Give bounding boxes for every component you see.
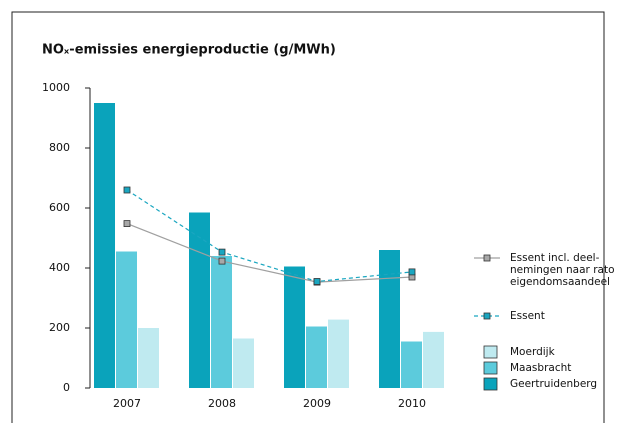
- y-tick-label: 0: [63, 381, 70, 394]
- bar: [423, 331, 444, 388]
- x-tick-label: 2007: [113, 397, 141, 410]
- legend-label: Maasbracht: [510, 362, 572, 374]
- bar: [284, 266, 305, 388]
- frame: [11, 11, 605, 423]
- line: [126, 189, 413, 283]
- marker: [408, 268, 416, 276]
- marker: [218, 257, 226, 265]
- bar: [138, 328, 159, 388]
- legend-marker: [483, 312, 491, 320]
- legend-label: Essent incl. deel- nemingen naar rato ei…: [510, 252, 615, 288]
- bar: [116, 251, 137, 388]
- marker: [313, 278, 321, 285]
- bar: [379, 250, 400, 388]
- y-tick-label: 1000: [42, 81, 70, 94]
- legend-swatch: [483, 345, 498, 359]
- bar: [328, 319, 349, 388]
- x-tick-label: 2009: [303, 397, 331, 410]
- bar: [401, 341, 422, 388]
- y-tick-label: 400: [49, 261, 70, 274]
- bar: [189, 212, 210, 388]
- legend-swatch: [483, 361, 498, 375]
- legend-label: Geertruidenberg: [510, 378, 598, 390]
- marker: [123, 220, 131, 228]
- y-tick-label: 600: [49, 201, 70, 214]
- x-tick-label: 2008: [208, 397, 236, 410]
- legend-marker: [483, 254, 491, 262]
- marker: [218, 248, 226, 256]
- bar: [306, 326, 327, 388]
- marker: [123, 186, 131, 194]
- legend-label: Essent: [510, 310, 545, 322]
- bar: [233, 338, 254, 388]
- chart-title: NOₓ-emissies energieproductie (g/MWh): [42, 43, 336, 58]
- bar: [94, 103, 115, 388]
- bar: [211, 256, 232, 388]
- x-tick-label: 2010: [398, 397, 426, 410]
- legend-swatch: [483, 377, 498, 391]
- y-tick-label: 200: [49, 321, 70, 334]
- legend-label: Moerdijk: [510, 346, 555, 358]
- y-tick-label: 800: [49, 141, 70, 154]
- line: [126, 223, 413, 283]
